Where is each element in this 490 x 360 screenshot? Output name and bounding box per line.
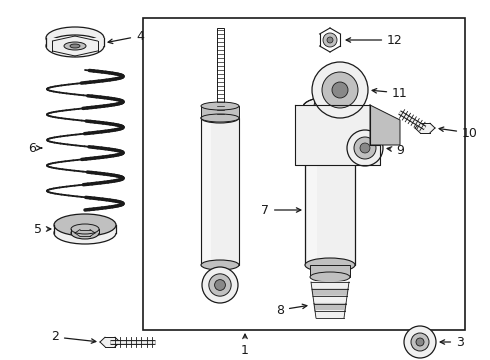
Circle shape xyxy=(323,33,337,47)
Ellipse shape xyxy=(54,214,116,236)
Polygon shape xyxy=(100,337,110,342)
Polygon shape xyxy=(315,311,345,318)
Polygon shape xyxy=(415,123,425,128)
Circle shape xyxy=(332,82,348,98)
Circle shape xyxy=(327,37,333,43)
Polygon shape xyxy=(312,289,348,296)
Polygon shape xyxy=(110,342,120,347)
Text: 5: 5 xyxy=(34,222,51,235)
Ellipse shape xyxy=(303,97,357,117)
Text: 10: 10 xyxy=(439,126,478,140)
Polygon shape xyxy=(105,342,115,347)
Bar xyxy=(54,225,116,233)
Bar xyxy=(201,118,239,265)
Circle shape xyxy=(416,338,424,346)
Circle shape xyxy=(322,99,338,115)
Ellipse shape xyxy=(46,35,104,57)
Circle shape xyxy=(347,130,383,166)
Text: 12: 12 xyxy=(346,33,403,46)
Polygon shape xyxy=(370,105,400,145)
Text: 2: 2 xyxy=(51,330,96,343)
Circle shape xyxy=(338,104,343,109)
Ellipse shape xyxy=(305,121,355,135)
Polygon shape xyxy=(314,303,346,311)
Circle shape xyxy=(411,333,429,351)
Bar xyxy=(217,28,223,118)
Text: 8: 8 xyxy=(276,303,307,316)
Polygon shape xyxy=(311,282,349,289)
Ellipse shape xyxy=(310,272,350,282)
Bar xyxy=(310,265,350,277)
Ellipse shape xyxy=(305,258,355,272)
Ellipse shape xyxy=(201,113,239,123)
Polygon shape xyxy=(425,128,435,133)
Bar xyxy=(201,106,239,118)
Text: 9: 9 xyxy=(387,144,404,157)
Polygon shape xyxy=(110,337,120,342)
Circle shape xyxy=(404,326,436,358)
Ellipse shape xyxy=(46,27,104,49)
Ellipse shape xyxy=(64,42,86,50)
Polygon shape xyxy=(425,123,435,128)
Circle shape xyxy=(322,99,327,104)
Bar xyxy=(143,18,465,330)
Circle shape xyxy=(202,267,238,303)
Polygon shape xyxy=(100,342,110,347)
Bar xyxy=(71,229,99,233)
Text: 4: 4 xyxy=(108,30,144,44)
Ellipse shape xyxy=(201,102,239,110)
Ellipse shape xyxy=(71,224,99,234)
Circle shape xyxy=(215,280,225,291)
Bar xyxy=(46,38,104,46)
Polygon shape xyxy=(420,123,430,128)
Circle shape xyxy=(322,110,327,115)
Circle shape xyxy=(360,143,370,153)
Bar xyxy=(305,128,355,265)
Ellipse shape xyxy=(201,114,239,122)
Ellipse shape xyxy=(54,222,116,244)
Circle shape xyxy=(322,72,358,108)
Bar xyxy=(307,128,317,265)
Polygon shape xyxy=(420,128,430,133)
Ellipse shape xyxy=(71,227,99,239)
Circle shape xyxy=(312,62,368,118)
Polygon shape xyxy=(295,105,380,165)
Circle shape xyxy=(209,274,231,296)
Ellipse shape xyxy=(201,260,239,270)
Bar xyxy=(203,118,211,265)
Polygon shape xyxy=(105,337,115,342)
Polygon shape xyxy=(313,296,347,303)
Text: 6: 6 xyxy=(28,141,42,154)
Circle shape xyxy=(314,91,346,123)
Text: 7: 7 xyxy=(261,203,301,216)
Text: 3: 3 xyxy=(440,336,464,348)
Circle shape xyxy=(354,137,376,159)
Text: 1: 1 xyxy=(241,334,249,356)
Polygon shape xyxy=(415,128,425,133)
Ellipse shape xyxy=(70,44,80,48)
Text: 11: 11 xyxy=(372,86,408,99)
